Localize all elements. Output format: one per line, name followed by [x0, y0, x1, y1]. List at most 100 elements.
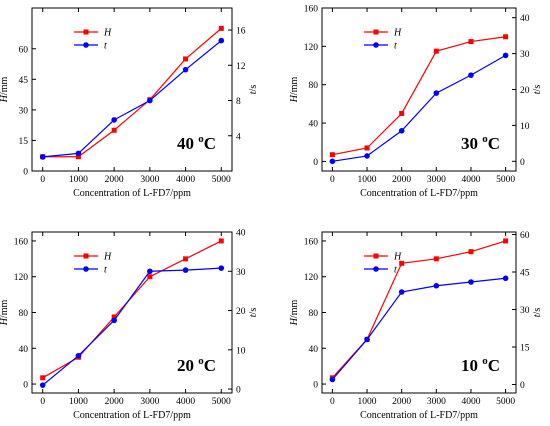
- data-point-H: [40, 375, 46, 381]
- y-right-tick-label: 40: [236, 229, 246, 239]
- series-line-t: [42, 40, 222, 158]
- y-right-tick-label: 20: [236, 307, 246, 317]
- x-tick-label: 1000: [69, 397, 88, 407]
- temperature-label: 10 oC: [461, 355, 500, 375]
- legend-label-t: t: [394, 265, 397, 276]
- x-axis-title: Concentration of L-FD7/ppm: [73, 410, 191, 421]
- x-tick-label: 4000: [461, 175, 480, 185]
- temperature-label: 40 oC: [177, 133, 216, 153]
- data-point-H: [503, 34, 509, 40]
- data-point-t: [329, 158, 336, 165]
- data-point-t: [329, 376, 336, 383]
- data-point-t: [433, 282, 440, 289]
- y-left-tick-label: 0: [23, 381, 28, 391]
- y-right-tick-label: 30: [236, 268, 246, 278]
- y-right-axis-title: t/s: [532, 85, 543, 95]
- data-point-H: [399, 110, 405, 116]
- x-tick-label: 3000: [427, 397, 446, 407]
- x-axis-title: Concentration of L-FD7/ppm: [360, 188, 478, 199]
- data-point-t: [147, 97, 153, 104]
- temperature-label: 20 oC: [177, 355, 216, 375]
- legend-marker-H: [83, 29, 89, 35]
- y-left-tick-label: 80: [19, 309, 29, 319]
- legend-label-t: t: [394, 41, 397, 52]
- legend-label-t: t: [104, 41, 107, 52]
- x-tick-label: 2000: [392, 175, 411, 185]
- data-point-t: [39, 154, 46, 160]
- data-point-t: [75, 150, 82, 157]
- data-point-t: [111, 317, 117, 324]
- data-point-H: [329, 152, 335, 158]
- legend-marker-H: [83, 253, 89, 259]
- y-right-tick-label: 15: [520, 344, 530, 354]
- y-right-tick-label: 12: [236, 62, 246, 72]
- y-left-tick-label: 80: [309, 81, 319, 91]
- y-right-axis-title: t/s: [248, 308, 259, 318]
- y-left-axis-title: H/mm: [289, 299, 300, 326]
- legend-marker-t: [83, 42, 89, 48]
- legend-marker-t: [373, 266, 379, 272]
- y-left-tick-label: 0: [313, 158, 318, 168]
- y-right-tick-label: 30: [520, 306, 530, 316]
- data-point-H: [218, 25, 224, 31]
- data-point-t: [75, 352, 82, 359]
- y-left-tick-label: 40: [19, 345, 29, 355]
- y-left-tick-label: 120: [304, 43, 319, 53]
- data-point-H: [183, 256, 189, 262]
- y-right-tick-label: 40: [520, 14, 530, 24]
- data-point-H: [218, 238, 224, 244]
- y-right-tick-label: 10: [520, 122, 530, 132]
- legend-marker-t: [373, 42, 379, 48]
- series-line-t: [331, 277, 506, 380]
- data-point-t: [398, 289, 405, 295]
- y-left-tick-label: 160: [304, 237, 319, 247]
- legend-label-H: H: [103, 28, 112, 39]
- data-point-H: [503, 238, 509, 244]
- x-tick-label: 1000: [69, 175, 88, 185]
- y-right-tick-label: 16: [236, 27, 246, 37]
- data-point-t: [147, 268, 153, 275]
- x-tick-label: 5000: [496, 397, 515, 407]
- y-left-tick-label: 160: [14, 237, 29, 247]
- y-left-tick-label: 40: [309, 345, 319, 355]
- data-point-t: [364, 153, 370, 159]
- y-right-tick-label: 8: [236, 97, 241, 107]
- data-point-H: [433, 256, 439, 262]
- data-point-t: [468, 279, 474, 285]
- y-right-tick-label: 4: [236, 132, 241, 142]
- y-left-tick-label: 0: [313, 381, 318, 391]
- data-point-H: [399, 260, 405, 266]
- data-point-t: [111, 117, 117, 123]
- y-left-axis-title: H/mm: [289, 76, 300, 103]
- data-point-t: [39, 382, 46, 388]
- y-left-tick-label: 45: [19, 76, 29, 86]
- data-point-H: [468, 39, 474, 45]
- y-left-tick-label: 60: [19, 45, 29, 55]
- data-point-H: [183, 56, 189, 62]
- legend-label-H: H: [103, 252, 112, 263]
- data-point-t: [364, 336, 370, 343]
- data-point-t: [502, 52, 509, 59]
- y-right-tick-label: 0: [520, 158, 525, 168]
- legend-label-H: H: [393, 252, 402, 263]
- data-point-t: [398, 127, 405, 134]
- data-point-H: [111, 314, 117, 320]
- y-left-tick-label: 40: [309, 120, 319, 130]
- x-tick-label: 4000: [176, 175, 195, 185]
- series-line-H: [332, 36, 506, 156]
- legend-marker-H: [373, 29, 379, 35]
- y-left-tick-label: 160: [304, 5, 319, 15]
- legend-marker-t: [83, 266, 89, 272]
- x-tick-label: 0: [40, 175, 45, 185]
- y-right-tick-label: 30: [520, 50, 530, 60]
- x-tick-label: 2000: [105, 175, 124, 185]
- y-left-tick-label: 120: [304, 273, 319, 283]
- y-left-tick-label: 120: [14, 273, 29, 283]
- y-right-tick-label: 10: [236, 346, 246, 356]
- y-right-tick-label: 45: [520, 269, 530, 279]
- plot-frame: [31, 7, 233, 172]
